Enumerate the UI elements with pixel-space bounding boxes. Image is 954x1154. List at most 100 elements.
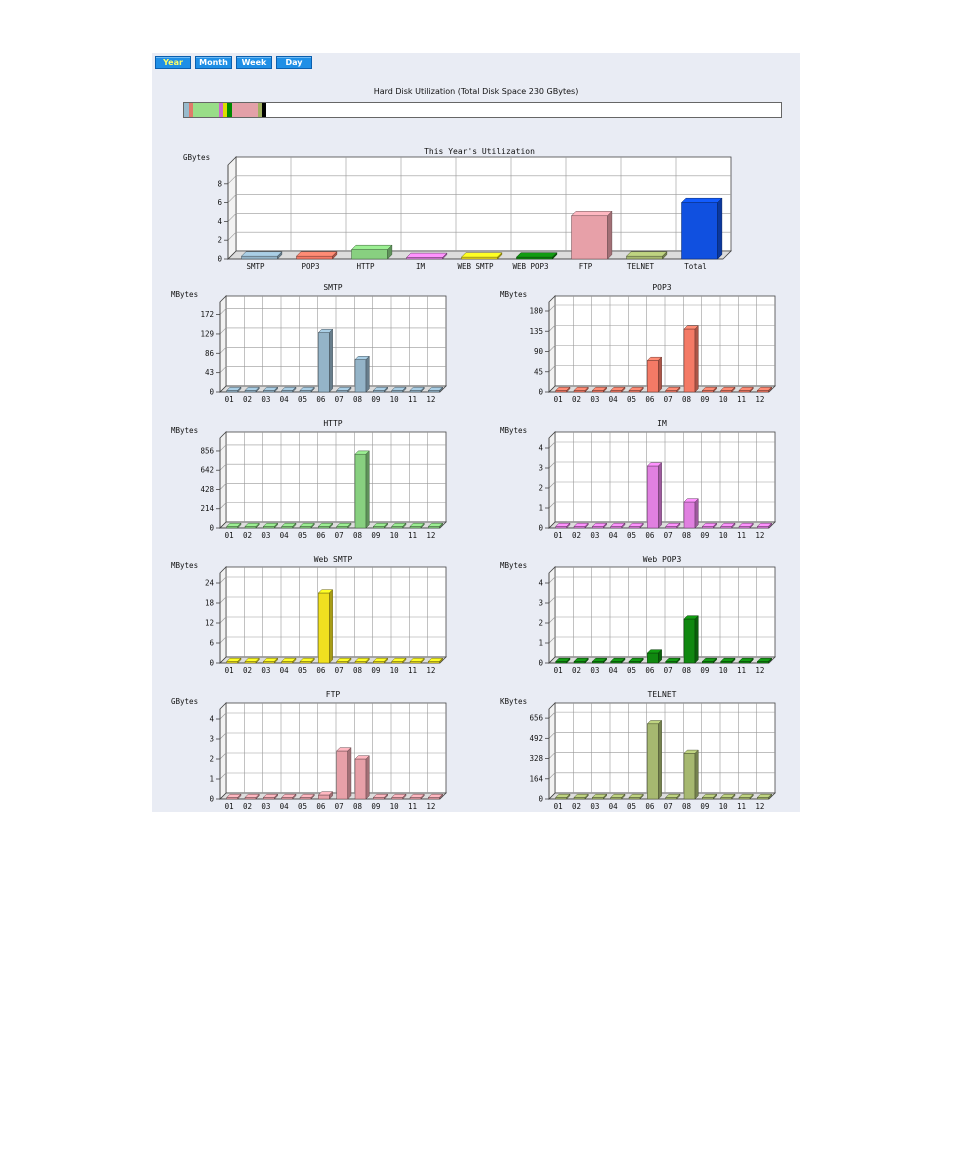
bar-side [694,498,699,529]
bar [683,753,696,800]
tab-week[interactable]: Week [236,56,272,69]
bar [683,328,696,393]
bar-top [295,251,338,257]
gridline-h [219,616,227,624]
gridline-h [219,712,227,720]
bar-side [237,522,242,529]
x-tick-label: WEB POP3 [512,262,548,271]
chart-pop3: 0 45 90 135 180 POP3 MBytes 01 02 03 04 05 06 07 08 09 1… [500,283,776,404]
chart-side-wall [219,566,227,664]
tab-month[interactable]: Month [195,56,232,69]
y-axis-label: MBytes [500,426,527,435]
y-tick-label: 90 [534,347,544,356]
bar [336,750,348,800]
x-tick-label: 11 [737,395,746,404]
x-tick-label: 07 [664,395,673,404]
x-tick-label: 02 [243,666,252,675]
bar [318,592,330,664]
y-tick-label: 3 [538,599,543,608]
tab-year[interactable]: Year [155,56,191,69]
bar-side [402,522,407,529]
x-tick-label: 10 [719,802,729,811]
bar-side [237,386,242,393]
chart-title: HTTP [323,419,342,428]
x-tick-label: 09 [371,802,380,811]
disk-segment [189,103,193,117]
chart-smtp: 0 43 86 129 172 SMTP MBytes 01 02 03 04 05 06 07 08 09 1… [171,283,447,404]
bar-side [603,522,607,529]
bar [626,255,663,260]
chart-title: Web SMTP [314,555,353,564]
chart-title: FTP [326,690,341,699]
bar-side [603,657,607,664]
bar-side [662,251,668,260]
x-tick-label: 01 [225,666,234,675]
gridline-h [548,772,556,779]
bar-side [658,356,662,393]
x-tick-label: 07 [335,395,344,404]
x-tick-label: 06 [645,531,655,540]
bar-side [717,197,723,260]
x-tick-label: 11 [408,395,417,404]
x-tick-label: 08 [682,395,692,404]
x-tick-label: 04 [280,531,290,540]
x-tick-label: 06 [645,395,655,404]
bar-side [310,386,315,393]
x-tick-label: 05 [298,531,307,540]
y-tick-label: 4 [209,715,214,724]
bar-side [255,793,260,800]
bar-side [384,793,388,800]
bar-side [347,386,352,393]
y-tick-label: 18 [205,599,215,608]
bar-top [515,252,558,258]
bar-side [768,793,772,800]
x-tick-label: 04 [609,802,619,811]
x-tick-label: 08 [353,802,363,811]
gridline-h [548,752,556,759]
y-tick-label: 2 [217,236,222,245]
bar [647,360,659,393]
bar-side [694,325,699,393]
bar-side [694,749,699,800]
x-tick-label: 10 [390,531,400,540]
gridline-h [219,464,227,471]
bar [681,202,718,260]
x-tick-label: 06 [645,666,655,675]
chart-side-wall [548,566,556,664]
bar-top [350,244,393,250]
chart-title: Web POP3 [643,555,682,564]
y-tick-label: 2 [538,484,543,493]
bar-side [676,793,681,800]
x-tick-label: 05 [627,802,636,811]
bar [354,359,367,393]
x-tick-label: WEB SMTP [457,262,494,271]
bar-side [365,755,370,800]
bar-side [566,522,571,529]
gridline-h [227,213,237,222]
y-tick-label: 0 [538,659,543,668]
x-tick-label: 10 [719,531,729,540]
y-tick-label: 164 [529,774,543,783]
y-tick-label: 6 [209,639,214,648]
bar-side [329,589,333,664]
chart-title: TELNET [648,690,677,699]
bar-side [420,793,425,800]
bar [241,255,278,260]
disk-utilization-bar [183,102,782,118]
bar-side [384,522,388,529]
y-tick-label: 4 [538,579,543,588]
utilization-panel: Year Month Week Day Hard Disk Utilizatio… [152,53,800,812]
bar [647,465,659,529]
x-tick-label: 09 [371,531,380,540]
tab-day[interactable]: Day [276,56,312,69]
x-tick-label: 07 [335,666,344,675]
bar-side [347,657,352,664]
bar-side [713,793,717,800]
x-tick-label: 01 [554,802,563,811]
bar-side [768,657,772,664]
chart-title: POP3 [652,283,671,292]
bar-side [676,386,681,393]
x-tick-label: 06 [645,802,655,811]
x-tick-label: 08 [353,531,363,540]
y-tick-label: 43 [205,368,214,377]
